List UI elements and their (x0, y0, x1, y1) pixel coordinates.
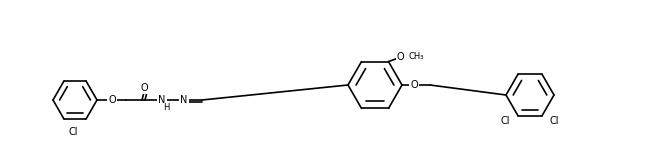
Text: O: O (140, 83, 148, 93)
Text: CH₃: CH₃ (409, 52, 424, 61)
Text: Cl: Cl (69, 127, 78, 137)
Text: Cl: Cl (500, 116, 510, 126)
Text: O: O (397, 52, 404, 62)
Text: N: N (180, 95, 188, 105)
Text: Cl: Cl (550, 116, 559, 126)
Text: H: H (163, 103, 169, 112)
Text: O: O (410, 80, 418, 90)
Text: O: O (108, 95, 116, 105)
Text: N: N (158, 95, 166, 105)
